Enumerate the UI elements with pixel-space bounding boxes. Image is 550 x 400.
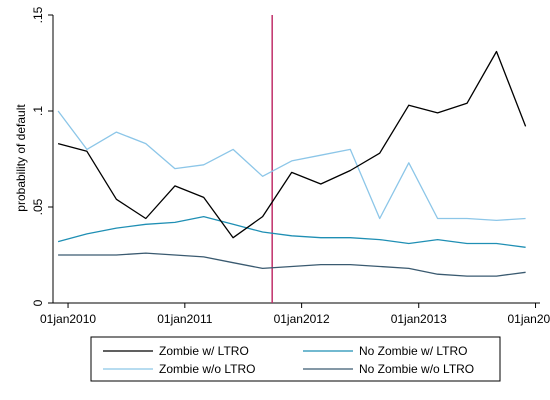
y-tick-label: .1 <box>31 106 45 116</box>
legend: Zombie w/ LTRO No Zombie w/ LTRO Zombie w/… <box>90 336 501 382</box>
y-tick-label: 0 <box>31 299 45 306</box>
legend-label: No Zombie w/o LTRO <box>359 362 474 376</box>
y-tick-label: .15 <box>31 6 45 23</box>
x-tick-label: 01jan2010 <box>40 312 96 326</box>
legend-label: No Zombie w/ LTRO <box>359 344 467 358</box>
x-tick-label: 01jan2011 <box>157 312 212 326</box>
y-tick-label: .05 <box>31 198 45 215</box>
x-tick-label: 01jan2012 <box>274 312 330 326</box>
series-line-zombie-w-ltro <box>57 50 527 239</box>
x-tick-label: 01jan2014 <box>507 312 550 326</box>
legend-label: Zombie w/ LTRO <box>159 344 249 358</box>
y-axis-title: probability of default <box>14 104 28 212</box>
legend-box <box>90 336 501 382</box>
series-lines <box>57 50 527 277</box>
axes: 0 .05 .1 .15 01jan2010 01jan2011 01jan2012 01ja… <box>31 6 550 326</box>
x-tick-label: 01jan2013 <box>391 312 447 326</box>
legend-label: Zombie w/o LTRO <box>159 362 255 376</box>
series-line-zombie-w-o-ltro <box>57 110 526 222</box>
series-line-no-zombie-w-o-ltro <box>58 252 526 277</box>
series-line-no-zombie-w-ltro <box>57 215 526 248</box>
